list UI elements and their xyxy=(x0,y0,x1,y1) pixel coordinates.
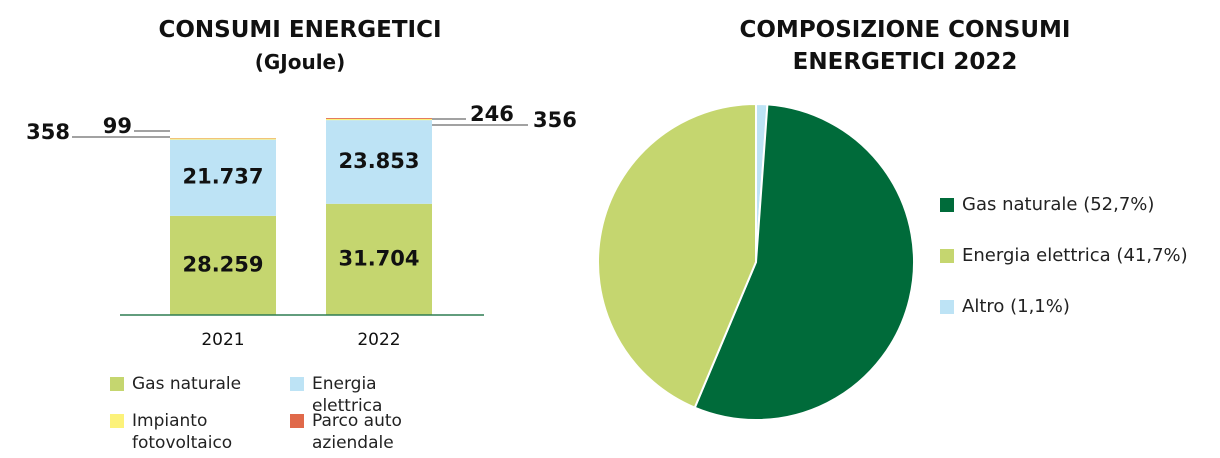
legend-swatch xyxy=(290,414,304,428)
legend-swatch xyxy=(940,300,954,314)
pie-slice xyxy=(597,102,757,409)
bar-segment xyxy=(326,203,432,315)
legend-label: Altro (1,1%) xyxy=(962,296,1070,317)
value-label: 21.737 xyxy=(182,165,263,189)
legend-swatch xyxy=(940,249,954,263)
x-tick-label: 2022 xyxy=(357,330,400,350)
value-label: 99 xyxy=(103,114,132,138)
legend-item: Impianto fotovoltaico xyxy=(110,410,260,454)
legend-swatch xyxy=(940,198,954,212)
legend-label: Energia elettrica xyxy=(312,374,383,416)
legend-label: Parco auto aziendale xyxy=(312,411,402,453)
legend-swatch xyxy=(110,414,124,428)
pie-title: COMPOSIZIONE CONSUMI ENERGETICI 2022 xyxy=(739,17,1071,75)
legend-item: Parco auto aziendale xyxy=(290,410,440,454)
value-label: 358 xyxy=(26,120,70,144)
x-tick-label: 2021 xyxy=(201,330,244,350)
value-label: 28.259 xyxy=(182,252,263,276)
legend-item: Energia elettrica xyxy=(290,373,440,417)
legend-label: Gas naturale xyxy=(132,374,242,394)
legend-label: Impianto fotovoltaico xyxy=(132,411,233,453)
bar-segment xyxy=(170,139,276,216)
bar-segment xyxy=(326,118,432,121)
bar-segment xyxy=(170,215,276,315)
bar-segment xyxy=(170,138,276,140)
bar-title: CONSUMI ENERGETICI xyxy=(158,17,442,43)
legend-swatch xyxy=(290,377,304,391)
pie-slice xyxy=(693,103,915,421)
legend-label: Gas naturale (52,7%) xyxy=(962,194,1155,215)
value-label: 246 xyxy=(470,102,514,126)
legend-item: Energia elettrica (41,7%) xyxy=(940,245,1220,267)
legend-item: Gas naturale xyxy=(110,373,260,395)
value-label: 23.853 xyxy=(338,149,419,173)
legend-item: Gas naturale (52,7%) xyxy=(940,194,1220,216)
bar-segment xyxy=(326,118,432,119)
bar-subtitle: (GJoule) xyxy=(254,50,346,74)
bar-segment xyxy=(326,120,432,204)
legend-label: Energia elettrica (41,7%) xyxy=(962,245,1188,266)
value-label: 31.704 xyxy=(338,246,419,270)
legend-swatch xyxy=(110,377,124,391)
legend-item: Altro (1,1%) xyxy=(940,296,1220,318)
value-label: 356 xyxy=(533,108,577,132)
